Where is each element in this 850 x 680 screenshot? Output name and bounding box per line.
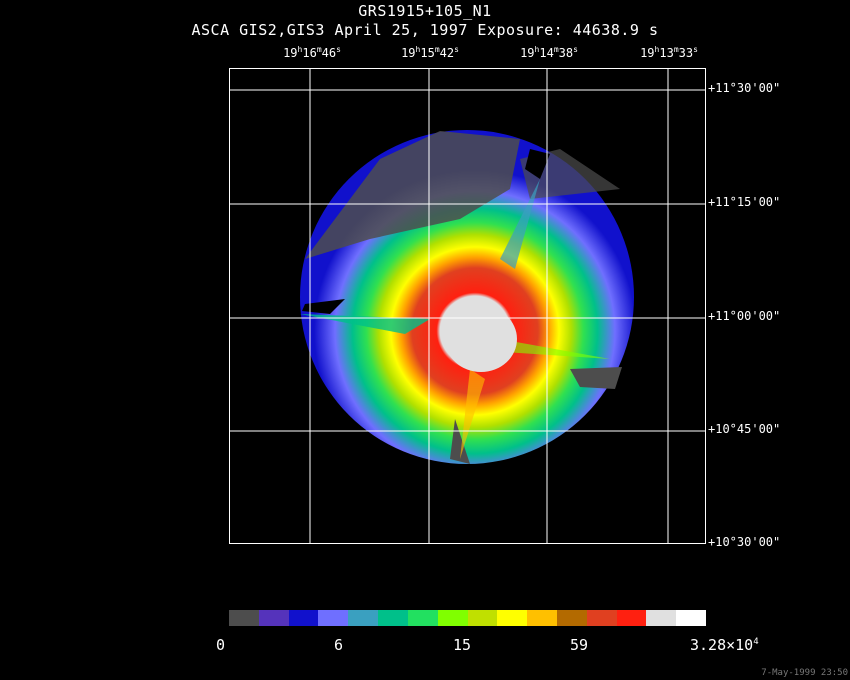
xray-image-plot xyxy=(229,68,706,544)
dec-label: +11°30'00" xyxy=(708,81,781,95)
colorbar-swatch xyxy=(586,610,617,626)
xray-image xyxy=(230,69,705,543)
colorbar-swatch xyxy=(616,610,647,626)
dec-label: +10°30'00" xyxy=(708,535,781,549)
colorbar-swatch xyxy=(378,610,408,626)
colorbar-swatch xyxy=(229,610,259,626)
colorbar-swatch xyxy=(258,610,289,626)
colorbar-swatch xyxy=(527,610,557,626)
colorbar-swatch xyxy=(318,610,349,626)
colorbar-label: 15 xyxy=(453,636,472,654)
colorbar-label: 0 xyxy=(216,636,226,654)
image-title: GRS1915+105_N1 xyxy=(358,2,492,20)
colorbar-swatch xyxy=(646,610,677,626)
ra-label: 19h15m42s xyxy=(401,45,459,60)
colorbar-swatch xyxy=(676,610,706,626)
colorbar-swatch xyxy=(348,610,379,626)
source-core xyxy=(445,306,517,372)
colorbar-swatch xyxy=(437,610,468,626)
colorbar-swatch xyxy=(497,610,528,626)
colorbar-label: 59 xyxy=(570,636,589,654)
ra-label: 19h14m38s xyxy=(520,45,578,60)
timestamp: 7-May-1999 23:50 xyxy=(761,668,848,678)
ra-label: 19h16m46s xyxy=(283,45,341,60)
colorbar-swatch xyxy=(407,610,438,626)
dec-label: +11°00'00" xyxy=(708,309,781,323)
color-scale-bar xyxy=(229,610,706,626)
colorbar-swatch xyxy=(556,610,587,626)
dec-label: +11°15'00" xyxy=(708,195,781,209)
colorbar-swatch xyxy=(467,610,498,626)
dec-label: +10°45'00" xyxy=(708,422,781,436)
coordinate-grid xyxy=(230,69,705,543)
colorbar-swatch xyxy=(288,610,319,626)
colorbar-label: 3.28×104 xyxy=(690,636,759,654)
ra-label: 19h13m33s xyxy=(640,45,698,60)
observation-subtitle: ASCA GIS2,GIS3 April 25, 1997 Exposure: … xyxy=(191,21,659,39)
colorbar-label: 6 xyxy=(334,636,344,654)
